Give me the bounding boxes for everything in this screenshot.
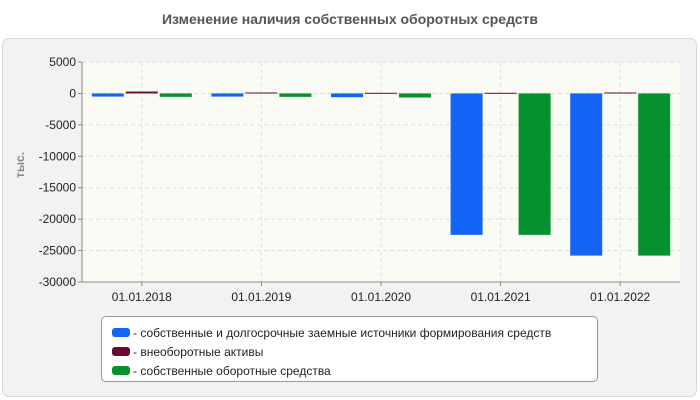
legend: - собственные и долгосрочные заемные ист… [101,316,598,382]
y-tick-label: -25000 [39,244,77,258]
bar-series-0-01.01.2021 [450,93,483,235]
legend-label-sources: - собственные и долгосрочные заемные ист… [133,325,552,340]
y-tick-label: -10000 [39,149,77,163]
x-tick-label: 01.01.2019 [231,290,291,304]
y-tick-label: -30000 [39,275,77,289]
bar-series-2-01.01.2021 [518,93,551,235]
bar-series-0-01.01.2019 [211,93,244,97]
bars [91,91,671,256]
bar-series-0-01.01.2022 [570,93,603,256]
legend-label-noncurrent-assets: - внеоборотные активы [133,344,264,359]
legend-item-sources: - собственные и долгосрочные заемные ист… [112,323,597,342]
legend-swatch-sources [112,328,130,337]
legend-swatch-noncurrent-assets [112,347,130,356]
bar-series-1-01.01.2020 [365,92,397,94]
legend-item-noncurrent-assets: - внеоборотные активы [112,342,597,361]
bar-series-2-01.01.2018 [159,93,192,97]
bar-series-2-01.01.2020 [399,93,431,98]
x-tick-label: 01.01.2020 [351,290,411,304]
bar-series-2-01.01.2022 [638,93,671,256]
x-tick-label: 01.01.2021 [471,290,531,304]
x-tick-label: 01.01.2018 [112,290,172,304]
bar-series-2-01.01.2019 [279,93,312,97]
bar-series-0-01.01.2018 [91,93,124,97]
y-tick-label: 0 [69,86,76,100]
y-tick-label: -15000 [39,181,77,195]
y-tick-label: -5000 [45,118,76,132]
legend-label-working-capital: - собственные оборотные средства [133,363,331,378]
chart-title: Изменение наличия собственных оборотных … [161,11,539,27]
axes: 5000 0 -5000 -10000 -15000 -20000 -25000 -30000… [39,55,680,304]
bar-series-1-01.01.2018 [125,91,158,94]
y-axis-label: тыс. [13,152,27,178]
x-tick-label: 01.01.2022 [590,290,650,304]
y-tick-label: 5000 [49,55,76,69]
legend-swatch-working-capital [112,366,130,375]
bar-series-1-01.01.2021 [484,92,517,94]
bar-series-1-01.01.2022 [604,92,637,94]
bar-series-0-01.01.2020 [331,93,363,98]
legend-item-working-capital: - собственные оборотные средства [112,361,597,380]
y-tick-label: -20000 [39,212,77,226]
bar-series-1-01.01.2019 [245,92,278,94]
